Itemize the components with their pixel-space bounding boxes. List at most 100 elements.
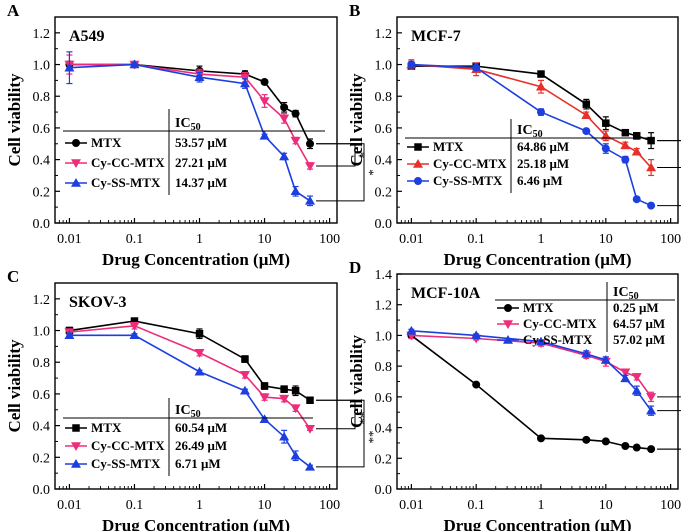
y-tick-label: 1.2 <box>375 299 393 314</box>
legend-swatch-marker <box>71 442 81 451</box>
data-point <box>194 366 205 376</box>
y-tick-label: 1.0 <box>33 325 51 340</box>
x-tick-label: 1 <box>196 498 203 513</box>
data-point <box>290 186 301 196</box>
legend-swatch-marker <box>414 143 422 151</box>
data-point <box>621 128 630 137</box>
data-point <box>600 130 611 140</box>
data-point <box>646 405 657 415</box>
chart-panel-a: 0.0 0.2 0.4 0.6 0.8 1.0 1.2 0.01 0.1 1 10 100 Drug C… <box>5 1 377 269</box>
series-mtx <box>407 62 655 150</box>
data-point <box>602 119 610 127</box>
y-tick-label: 0.6 <box>375 391 393 406</box>
panel-title: MCF-7 <box>411 28 461 45</box>
y-tick-label: 0.0 <box>33 217 51 232</box>
data-point <box>195 329 204 338</box>
y-axis-title: Cell viability <box>5 73 24 167</box>
panel-label: B <box>349 1 360 20</box>
panel-label: C <box>7 267 19 286</box>
legend: IC50 MTX 60.54 μM Cy-CC-MTX 26.49 μM Cy-SS-MT… <box>63 398 313 476</box>
x-tick-label: 0.1 <box>126 498 143 513</box>
data-point <box>305 195 316 205</box>
data-point <box>194 348 205 358</box>
series-cy-cc-mtx <box>64 322 316 434</box>
panel-title: SKOV-3 <box>69 294 126 311</box>
legend-name: MTX <box>91 135 122 150</box>
legend-name: Cy-SS-MTX <box>433 173 503 188</box>
data-point <box>647 201 656 210</box>
series-cy-ss-mtx <box>64 330 316 471</box>
significance-brackets: **** <box>657 140 681 207</box>
x-tick-label: 0.1 <box>126 232 143 247</box>
plot-frame <box>396 16 679 224</box>
data-point <box>239 371 250 380</box>
legend-ic50: 64.57 μM <box>613 316 665 331</box>
significance-brackets: **** <box>316 399 377 468</box>
panel-label: A <box>7 1 20 20</box>
legend-name: Cy-CC-MTX <box>91 438 165 453</box>
data-point <box>64 62 75 72</box>
y-axis-title: Cell viability <box>347 73 366 167</box>
data-point <box>259 97 270 106</box>
series-line <box>410 334 652 450</box>
data-point <box>620 140 631 150</box>
legend-name: MTX <box>91 420 122 435</box>
x-tick-label: 0.1 <box>467 498 485 513</box>
data-point <box>535 336 546 346</box>
series-mtx <box>407 331 656 454</box>
data-point <box>279 151 290 161</box>
x-tick-label: 10 <box>599 498 613 513</box>
x-axis-title: Drug Concentration (μM) <box>443 250 631 269</box>
x-axis-title: Drug Concentration (μM) <box>102 516 290 531</box>
y-tick-label: 0.4 <box>33 154 51 169</box>
y-tick-label: 0.6 <box>33 122 51 137</box>
x-tick-label: 0.01 <box>399 232 424 247</box>
data-point <box>632 443 641 452</box>
data-point <box>581 110 592 119</box>
legend-swatch-marker <box>72 139 80 147</box>
y-tick-label: 0.0 <box>33 483 51 498</box>
data-point <box>291 387 300 395</box>
y-tick-label: 1.4 <box>375 268 393 283</box>
x-tick-label: 10 <box>599 232 613 247</box>
series-line <box>69 334 311 468</box>
legend-name: Cy-SS-MTX <box>91 456 161 471</box>
plot-frame <box>54 282 338 490</box>
data-point <box>582 100 591 108</box>
series-cy-ss-mtx <box>407 60 656 210</box>
data-point <box>631 385 642 395</box>
legend-name: MTX <box>523 300 554 315</box>
series-cy-ss-mtx <box>64 51 316 207</box>
data-point <box>259 393 270 403</box>
data-point <box>600 355 611 364</box>
legend-name: Cy-SS-MTX <box>91 175 161 190</box>
panel-label: D <box>349 258 361 277</box>
legend: IC50 MTX 53.57 μM Cy-CC-MTX 27.21 μM Cy-SS-MT… <box>63 109 325 195</box>
legend-ic50-header: IC50 <box>175 116 201 133</box>
y-tick-label: 0.6 <box>375 122 393 137</box>
y-tick-label: 0.2 <box>375 185 393 200</box>
y-tick-label: 0.0 <box>375 217 393 232</box>
significance-brackets: **** <box>657 396 681 450</box>
data-point <box>646 162 657 172</box>
data-point <box>194 72 205 81</box>
data-point <box>129 330 140 340</box>
legend-name: MTX <box>433 139 464 154</box>
y-tick-label: 0.8 <box>33 356 51 371</box>
x-tick-label: 0.01 <box>57 498 82 513</box>
y-tick-label: 1.2 <box>33 27 51 42</box>
y-tick-label: 0.2 <box>33 451 51 466</box>
y-tick-label: 1.2 <box>33 293 51 308</box>
chart-panel-b: 0.0 0.2 0.4 0.6 0.8 1.0 1.2 0.01 0.1 1 10 100 Drug C… <box>347 1 681 269</box>
data-point <box>601 437 610 446</box>
legend-ic50: 25.18 μM <box>517 156 569 171</box>
x-tick-label: 100 <box>660 498 681 513</box>
legend-swatch-marker <box>503 335 513 344</box>
data-point <box>631 373 642 382</box>
y-tick-label: 0.8 <box>375 90 393 105</box>
data-point <box>621 442 630 450</box>
legend-swatch-marker <box>72 424 80 432</box>
data-point <box>582 127 591 136</box>
y-tick-label: 1.0 <box>375 59 393 74</box>
